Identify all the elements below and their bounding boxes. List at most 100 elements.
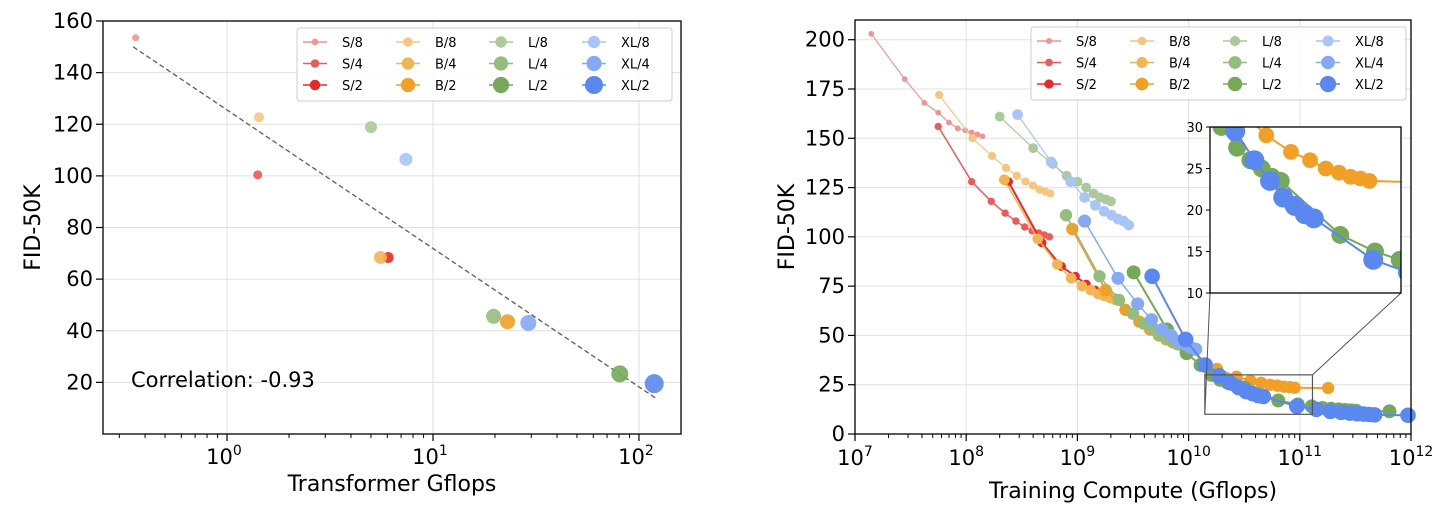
data-point — [1059, 209, 1073, 222]
data-point — [1065, 272, 1077, 284]
legend-marker — [1319, 75, 1337, 93]
x-tick-label: 102 — [618, 443, 654, 469]
legend-marker — [311, 38, 319, 46]
point-xl-8 — [399, 152, 413, 166]
legend-item: L/4 — [1223, 56, 1282, 72]
plot-frame — [854, 19, 1412, 435]
data-point — [946, 119, 952, 126]
legend-marker — [400, 77, 416, 93]
data-point — [1090, 199, 1101, 211]
inset-series — [1155, 0, 1456, 295]
legend-label: B/4 — [435, 58, 457, 73]
legend-label: S/4 — [342, 58, 363, 73]
legend-marker — [586, 55, 602, 72]
point-xl-2 — [644, 374, 664, 394]
data-point — [1421, 175, 1437, 191]
legend-item: XL/2 — [1316, 75, 1384, 93]
legend-marker — [309, 79, 321, 91]
point-s-4 — [253, 170, 263, 180]
data-point — [921, 99, 928, 106]
data-point — [1410, 258, 1428, 276]
inset-y-tick-label: 20 — [1186, 204, 1203, 219]
data-point — [1021, 223, 1029, 231]
data-point — [962, 127, 969, 134]
series-line — [870, 33, 983, 137]
legend-marker — [401, 57, 415, 70]
data-point — [1317, 160, 1334, 177]
series-s-8 — [868, 30, 986, 140]
data-point — [1155, 0, 1171, 6]
data-point — [1045, 156, 1057, 168]
y-tick-label: 25 — [818, 373, 845, 397]
y-tick-label: 120 — [53, 112, 93, 136]
data-point — [934, 122, 942, 131]
data-point — [988, 151, 997, 161]
zoom-region-box — [1204, 374, 1314, 415]
data-point — [1225, 127, 1246, 142]
chart-compute-vs-fid: 107 108 109 1010 1011 1012 0 25 50 75 100 125 150 175… — [775, 0, 1456, 504]
inset-y-tick-label: 10 — [1186, 287, 1203, 302]
legend-item: B/8 — [1130, 35, 1191, 50]
legend-label: S/8 — [342, 36, 363, 51]
data-point — [1164, 0, 1180, 15]
data-point — [1303, 208, 1324, 229]
y-tick-label: 80 — [66, 216, 93, 240]
legend-item: L/4 — [489, 56, 548, 73]
data-point — [1001, 209, 1009, 217]
data-point — [1185, 11, 1202, 28]
data-point — [1032, 233, 1044, 245]
legend-marker — [1135, 77, 1149, 91]
data-point — [1144, 313, 1159, 327]
legend-marker — [1046, 38, 1052, 44]
legend-item: S/4 — [303, 58, 363, 73]
x-tick-label: 1011 — [1278, 444, 1323, 470]
zoom-connector — [1312, 292, 1402, 376]
series-line — [1017, 114, 1130, 226]
data-point — [1144, 268, 1160, 285]
inset-y-tick-label: 30 — [1186, 121, 1203, 136]
legend-marker — [495, 36, 507, 48]
y-tick-label: 100 — [53, 164, 93, 188]
data-point — [1111, 271, 1125, 285]
data-point — [1260, 170, 1280, 191]
legend-marker — [492, 76, 510, 94]
legend-item: XL/4 — [1316, 55, 1384, 72]
y-axis-label: FID-50K — [21, 184, 46, 271]
data-point — [1131, 297, 1145, 311]
legend-marker — [1045, 58, 1053, 67]
legend-label: XL/8 — [621, 36, 650, 51]
data-point — [1228, 138, 1246, 157]
data-point — [1078, 214, 1092, 228]
y-axis-label: FID-50K — [775, 183, 800, 270]
x-tick-label: 109 — [1060, 444, 1096, 470]
x-tick-label: 107 — [837, 444, 873, 470]
data-point — [1442, 275, 1456, 295]
legend-label: L/2 — [1262, 78, 1282, 93]
data-point — [1439, 263, 1456, 281]
legend-label: L/8 — [1262, 35, 1282, 50]
inset-zoom: 10 15 20 25 30 — [1155, 0, 1456, 302]
data-point — [1166, 0, 1183, 7]
data-point — [1382, 404, 1397, 419]
series-s-4 — [934, 122, 1054, 241]
data-point — [1012, 171, 1021, 180]
legend-marker — [1321, 55, 1335, 70]
data-point — [1425, 261, 1443, 279]
data-point — [968, 134, 977, 143]
y-tick-label: 100 — [805, 225, 845, 249]
chart-flops-vs-fid: 100 101 102 20 40 60 80 100 120 140 160 Correlation… — [21, 9, 682, 497]
data-point — [868, 30, 875, 37]
legend-item: S/2 — [1037, 78, 1097, 93]
data-point — [1112, 293, 1126, 307]
y-tick-label: 200 — [805, 28, 845, 52]
legend-item: S/2 — [303, 79, 363, 94]
y-tick-label: 125 — [805, 176, 845, 200]
legend-label: S/2 — [1076, 78, 1097, 93]
correlation-annotation: Correlation: -0.93 — [131, 368, 315, 392]
series-xl-8 — [1012, 109, 1135, 231]
legend-label: L/2 — [528, 79, 548, 94]
legend-label: L/4 — [1262, 57, 1282, 72]
x-axis-label: Training Compute (Gflops) — [988, 479, 1277, 504]
point-l-2 — [611, 365, 629, 383]
legend-label: S/8 — [1076, 35, 1097, 50]
